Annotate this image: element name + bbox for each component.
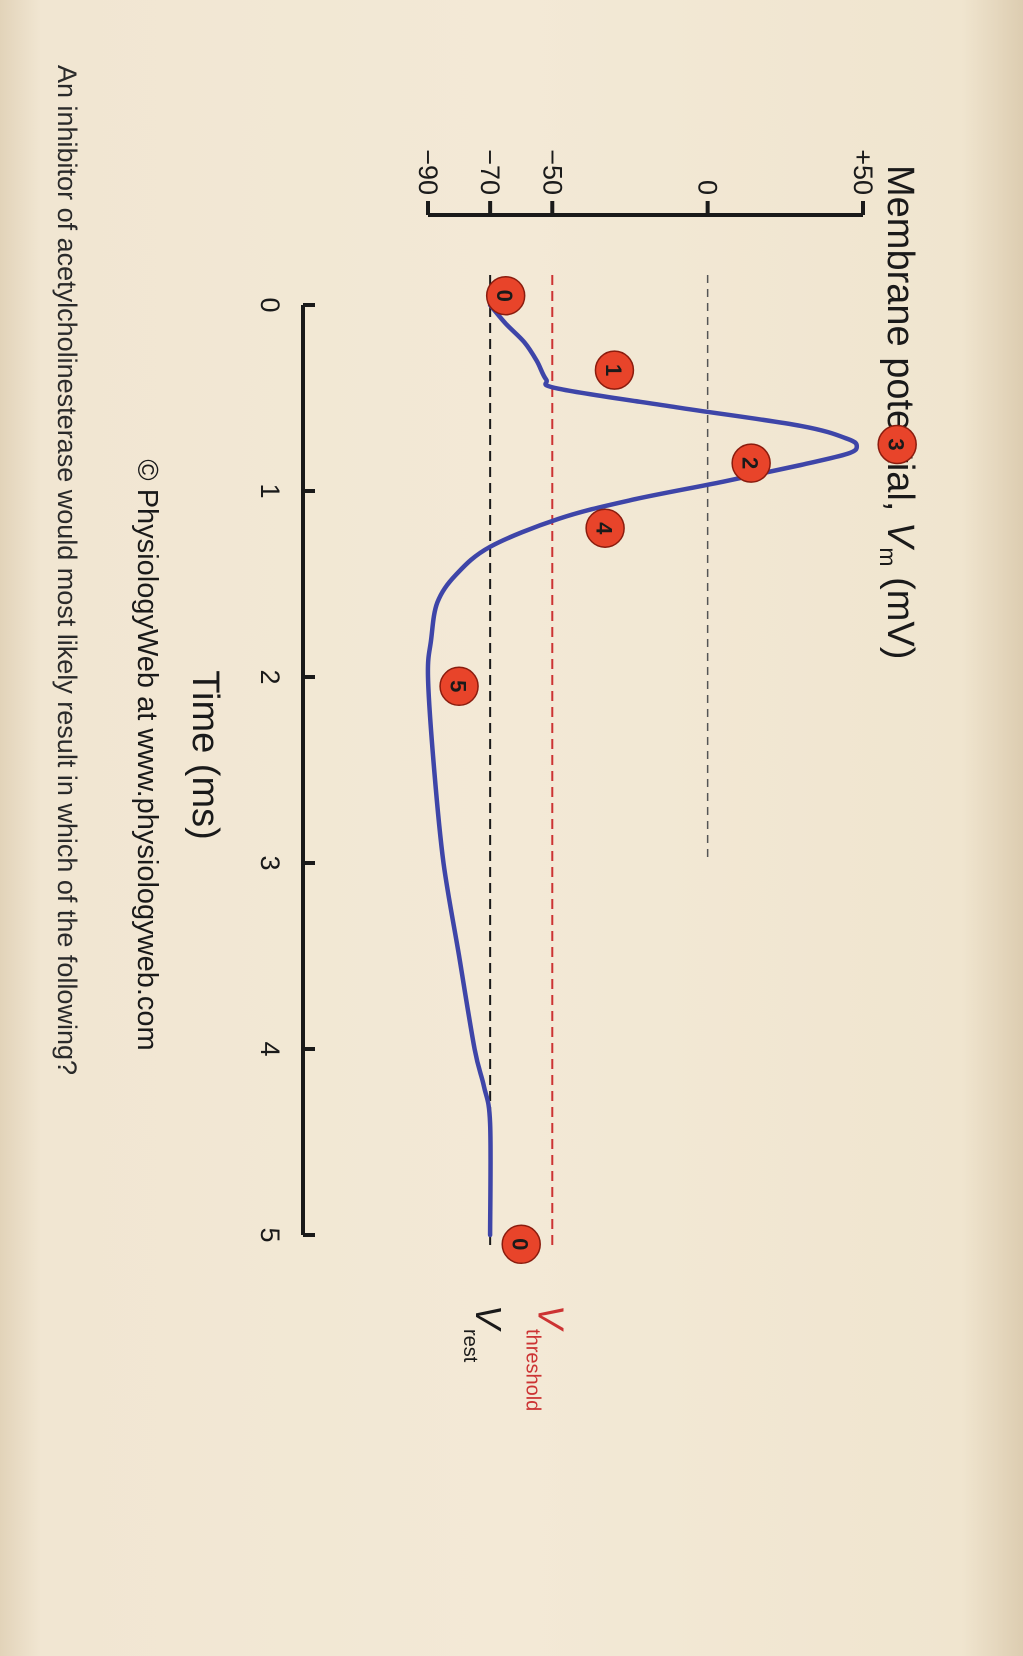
curve-layer [425,302,860,1238]
x-tick-label: 1 [255,483,285,498]
y-title-unit: (mV) [879,567,921,660]
x-tick-label: 3 [255,855,285,870]
phase-marker-label: 2 [738,457,763,469]
y-title-symbol: V [879,522,921,551]
x-tick-label: 2 [255,669,285,684]
phase-markers: 0 1 2 3 4 5 0 [439,275,917,1265]
x-tick-label: 4 [255,1041,285,1056]
phase-marker: 5 [439,666,479,707]
reference-line-label-subscript: rest [459,1329,481,1363]
reference-line-label-main: V [468,1305,509,1332]
question-text: An inhibitor of acetylcholinesterase wou… [52,65,82,1075]
phase-marker-label: 1 [601,364,626,376]
phase-marker-label: 5 [446,680,471,692]
x-tick-label: 0 [255,297,285,312]
phase-marker: 4 [585,508,625,548]
phase-marker-circle [594,350,635,390]
phase-marker: 2 [731,443,771,483]
y-tick-label: −90 [413,149,443,195]
y-axis: +50 0 −50 −70 −90 [413,149,878,217]
y-title-main: Membrane potential, [879,165,921,522]
reference-line-label-subscript: threshold [521,1329,543,1411]
phase-marker-circle [731,443,771,483]
phase-marker-circle [585,508,625,548]
phase-marker: 3 [877,424,917,465]
y-axis-title: Membrane potential, Vm (mV) [875,165,921,659]
y-tick-label: 0 [693,180,723,195]
copyright-credit: © PhysiologyWeb at www.physiologyweb.com [131,459,163,1050]
x-axis: 0 1 2 3 4 5 [255,297,315,1243]
phase-marker-circle [501,1224,541,1265]
phase-marker-label: 0 [508,1238,533,1250]
phase-marker-circle [877,424,917,465]
reference-line-label: Vthreshold [521,1305,571,1411]
phase-marker: 0 [485,275,526,316]
phase-marker-circle [439,666,479,707]
x-axis-title: Time (ms) [184,670,226,840]
phase-marker-label: 3 [884,438,909,450]
reference-line-label-main: V [530,1305,571,1332]
y-title-subscript: m [875,547,901,566]
reference-line-label: Vrest [459,1305,509,1363]
y-tick-label: −50 [537,149,567,195]
series-line-0 [425,302,860,1238]
phase-marker-label: 0 [492,290,517,302]
y-tick-label: −70 [475,149,505,195]
phase-marker: 0 [501,1224,541,1265]
reference-lines [489,275,709,1245]
phase-marker-label: 4 [592,522,617,535]
phase-marker: 1 [594,350,635,390]
phase-marker-circle [485,275,526,316]
x-tick-label: 5 [255,1227,285,1242]
y-tick-label: +50 [848,149,878,195]
